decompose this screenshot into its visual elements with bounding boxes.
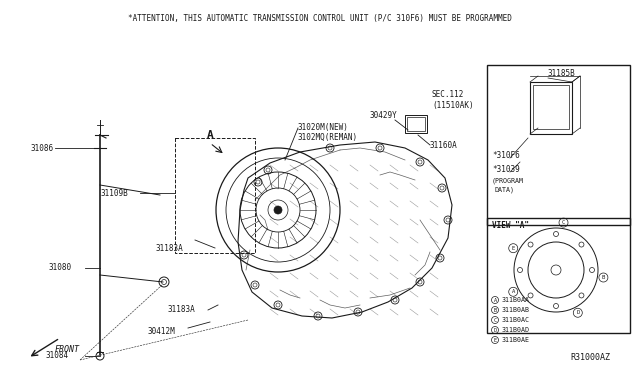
Text: (PROGRAM: (PROGRAM (492, 177, 524, 183)
Text: D: D (493, 327, 497, 333)
Text: DATA): DATA) (495, 186, 515, 192)
Text: R31000AZ: R31000AZ (570, 353, 610, 362)
Text: VIEW "A": VIEW "A" (492, 221, 529, 230)
Text: 3102MQ(REMAN): 3102MQ(REMAN) (298, 133, 358, 142)
Bar (487, 65, 630, 225)
Text: 30412M: 30412M (148, 327, 176, 337)
Text: E: E (493, 337, 497, 343)
Text: 311B0AE: 311B0AE (502, 337, 530, 343)
Text: *ATTENTION, THIS AUTOMATIC TRANSMISSION CONTROL UNIT (P/C 310F6) MUST BE PROGRAM: *ATTENTION, THIS AUTOMATIC TRANSMISSION … (128, 13, 512, 22)
Text: 311B0AC: 311B0AC (502, 317, 530, 323)
Text: 31109B: 31109B (100, 189, 128, 198)
Text: 31020M(NEW): 31020M(NEW) (298, 123, 349, 132)
Text: *31039: *31039 (492, 165, 520, 174)
Text: 31086: 31086 (30, 144, 53, 153)
Text: B: B (602, 275, 605, 280)
Text: A: A (511, 289, 515, 294)
Text: 311B0AD: 311B0AD (502, 327, 530, 333)
Text: 311B0AA: 311B0AA (502, 297, 530, 303)
Bar (487, 218, 630, 333)
Text: D: D (576, 310, 579, 315)
Text: B: B (493, 308, 497, 312)
Text: 31185B: 31185B (548, 69, 576, 78)
Circle shape (274, 206, 282, 214)
Text: A: A (493, 298, 497, 302)
Text: SEC.112: SEC.112 (432, 90, 465, 99)
Text: 31160A: 31160A (430, 141, 458, 150)
Text: C: C (493, 317, 497, 323)
Text: (11510AK): (11510AK) (432, 101, 474, 110)
Text: *310F6: *310F6 (492, 151, 520, 160)
Bar (530, 82, 572, 134)
Text: 311B0AB: 311B0AB (502, 307, 530, 313)
Text: E: E (511, 246, 515, 251)
Bar (175, 138, 255, 253)
Text: 31183A: 31183A (155, 244, 183, 253)
Text: C: C (562, 220, 565, 225)
Bar (407, 117, 425, 131)
Text: FRONT: FRONT (55, 345, 80, 354)
Text: A: A (207, 130, 214, 140)
Bar (405, 115, 427, 133)
Text: 31084: 31084 (45, 352, 68, 360)
Text: 31183A: 31183A (168, 305, 196, 314)
Text: 31080: 31080 (48, 263, 71, 273)
Bar (533, 85, 569, 129)
Text: 30429Y: 30429Y (370, 111, 397, 120)
